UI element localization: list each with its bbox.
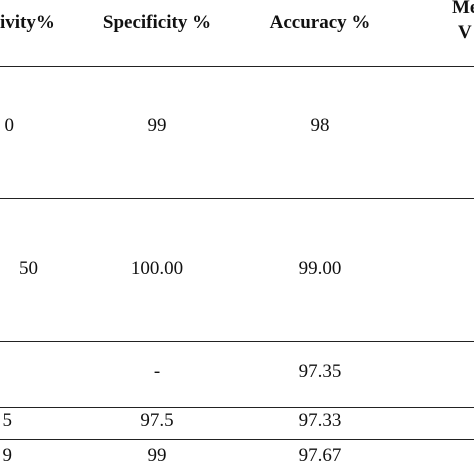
header-specificity: Specificity % xyxy=(102,12,212,33)
header-divider xyxy=(0,66,474,67)
row-specificity-value: 97.5 xyxy=(140,410,174,431)
row-specificity-value: 99 xyxy=(147,115,167,136)
header-accuracy: Accuracy % xyxy=(269,12,371,33)
row-specificity-value: - xyxy=(153,361,161,382)
row-col1-value: 0 xyxy=(4,115,15,136)
row-accuracy-value: 97.33 xyxy=(298,410,342,431)
header-mean-line2: V xyxy=(458,22,472,43)
row-col1-value: 50 xyxy=(19,258,38,279)
row-accuracy-value: 97.35 xyxy=(298,361,342,382)
row-col1-value: 5 xyxy=(2,410,13,431)
row-divider xyxy=(0,341,474,342)
row-accuracy-value: 98 xyxy=(310,115,330,136)
row-accuracy-value: 97.67 xyxy=(298,445,342,466)
row-divider xyxy=(0,439,474,440)
header-sensitivity: ivity% xyxy=(0,12,55,33)
row-specificity-value: 100.00 xyxy=(130,258,184,279)
header-mean-line1: Mea xyxy=(452,0,474,18)
row-col1-value: 9 xyxy=(2,445,13,466)
row-accuracy-value: 99.00 xyxy=(298,258,342,279)
row-specificity-value: 99 xyxy=(147,445,167,466)
row-divider xyxy=(0,407,474,408)
row-divider xyxy=(0,198,474,199)
